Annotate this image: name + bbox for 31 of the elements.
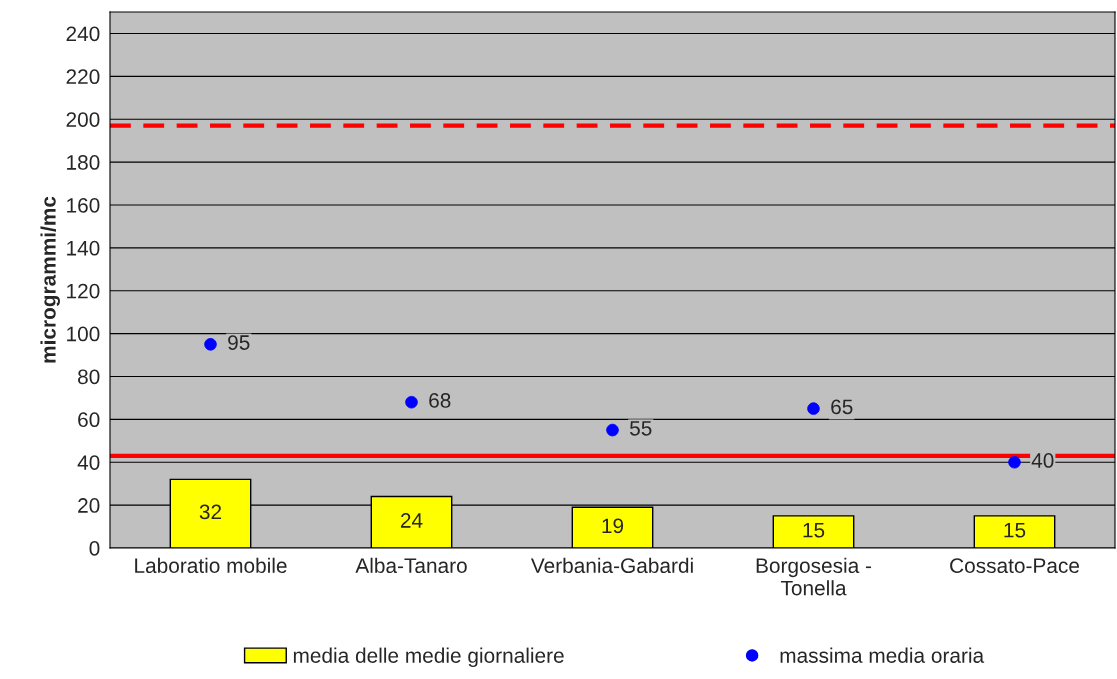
- y-tick-label: 100: [67, 326, 100, 342]
- y-tick-label: 60: [78, 412, 100, 428]
- data-label: 55: [630, 421, 652, 436]
- legend-label: massima media oraria: [780, 647, 985, 663]
- y-tick-label: 120: [67, 283, 100, 299]
- x-tick-label: Verbania-Gabardi: [530, 557, 693, 574]
- y-axis-title: microgrammi/mc: [40, 196, 60, 363]
- y-tick-label: 0: [89, 541, 100, 556]
- data-label: 19: [602, 518, 624, 534]
- y-tick-label: 200: [66, 112, 100, 127]
- data-label: 24: [400, 513, 423, 528]
- y-tick-label: 240: [66, 26, 100, 42]
- legend-label: media delle medie giornaliere: [293, 647, 564, 668]
- data-label: 15: [1004, 522, 1026, 538]
- y-tick-label: 180: [67, 155, 100, 170]
- y-tick-label: 40: [77, 455, 100, 470]
- x-tick-label: Cossato-Pace: [950, 558, 1079, 574]
- data-label: 68: [429, 393, 451, 408]
- x-tick-label: Laboratio mobile: [135, 557, 287, 574]
- y-tick-label: 220: [66, 69, 100, 85]
- data-label: 65: [831, 399, 853, 415]
- y-tick-label: 140: [67, 240, 100, 256]
- y-tick-label: 160: [67, 197, 100, 213]
- x-tick-label: Borgosesia - Tonella: [756, 557, 872, 596]
- y-tick-label: 80: [78, 369, 100, 385]
- data-label: 95: [228, 335, 250, 350]
- data-label: 40: [1031, 453, 1054, 468]
- x-tick-label: Alba-Tanaro: [355, 557, 467, 574]
- data-label: 32: [199, 504, 222, 520]
- data-label: 15: [803, 522, 825, 538]
- y-tick-label: 20: [78, 498, 100, 513]
